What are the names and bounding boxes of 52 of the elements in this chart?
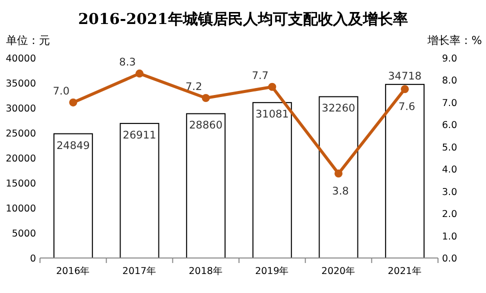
x-tick-label: 2021年: [388, 265, 422, 277]
data-label: 31081: [255, 108, 289, 121]
y2-tick-label: 3.0: [442, 186, 458, 198]
point: [268, 82, 276, 91]
bar: [53, 133, 93, 258]
y2-tick-label: 6.0: [442, 120, 458, 132]
data-label: 3.8: [332, 186, 349, 198]
point: [136, 70, 144, 78]
y-tick-label: 15000: [6, 178, 36, 190]
y2-tick-label: 5.0: [442, 142, 458, 154]
y-tick-label: 40000: [6, 54, 36, 64]
chart-title: 2016-2021年城镇居民人均可支配收入及增长率: [78, 10, 408, 28]
data-label: 34718: [388, 70, 422, 82]
y-tick-label: 35000: [6, 78, 36, 90]
x-tick-label: 2020年: [321, 265, 356, 277]
y-axis-title: 单位：元: [6, 34, 50, 47]
x-tick-label: 2018年: [188, 265, 223, 277]
data-label: 7.7: [252, 70, 269, 82]
y-tick-label: 30000: [6, 104, 36, 114]
y-tick-label: 20000: [6, 154, 36, 164]
y2-tick-label: 9.0: [442, 54, 458, 64]
y2-tick-label: 2.0: [442, 209, 458, 220]
point: [202, 94, 210, 102]
data-label: 7.0: [52, 85, 70, 98]
bar: [186, 113, 226, 258]
y-tick-label: 5000: [12, 228, 36, 240]
data-label: 24849: [56, 140, 90, 152]
y-tick-label: 0: [30, 254, 36, 264]
y2-tick-label: 7.0: [442, 98, 458, 109]
bar: [120, 122, 160, 258]
data-label: 26911: [122, 129, 156, 142]
data-label: 32260: [322, 102, 356, 115]
x-tick-label: 2016年: [56, 265, 90, 277]
x-tick-label: 2017年: [122, 265, 157, 277]
bar: [385, 84, 425, 258]
point: [334, 170, 342, 178]
data-label: 7.2: [185, 81, 202, 93]
x-tick-label: 2019年: [255, 265, 290, 277]
point: [400, 85, 409, 94]
bar: [252, 102, 292, 258]
data-label: 28860: [189, 120, 223, 132]
data-label: 7.6: [398, 101, 416, 114]
y-tick-label: 10000: [6, 204, 36, 214]
y-tick-label: 25000: [6, 128, 36, 140]
y2-tick-label: 8.0: [442, 76, 458, 87]
y2-tick-label: 1.0: [442, 231, 458, 242]
y2-tick-label: 0.0: [442, 254, 458, 264]
data-label: 8.3: [119, 56, 136, 69]
y2-tick-label: 4.0: [442, 164, 458, 176]
bar: [318, 96, 358, 258]
y2-axis-title: 增长率：%: [426, 34, 482, 47]
point: [69, 98, 78, 106]
